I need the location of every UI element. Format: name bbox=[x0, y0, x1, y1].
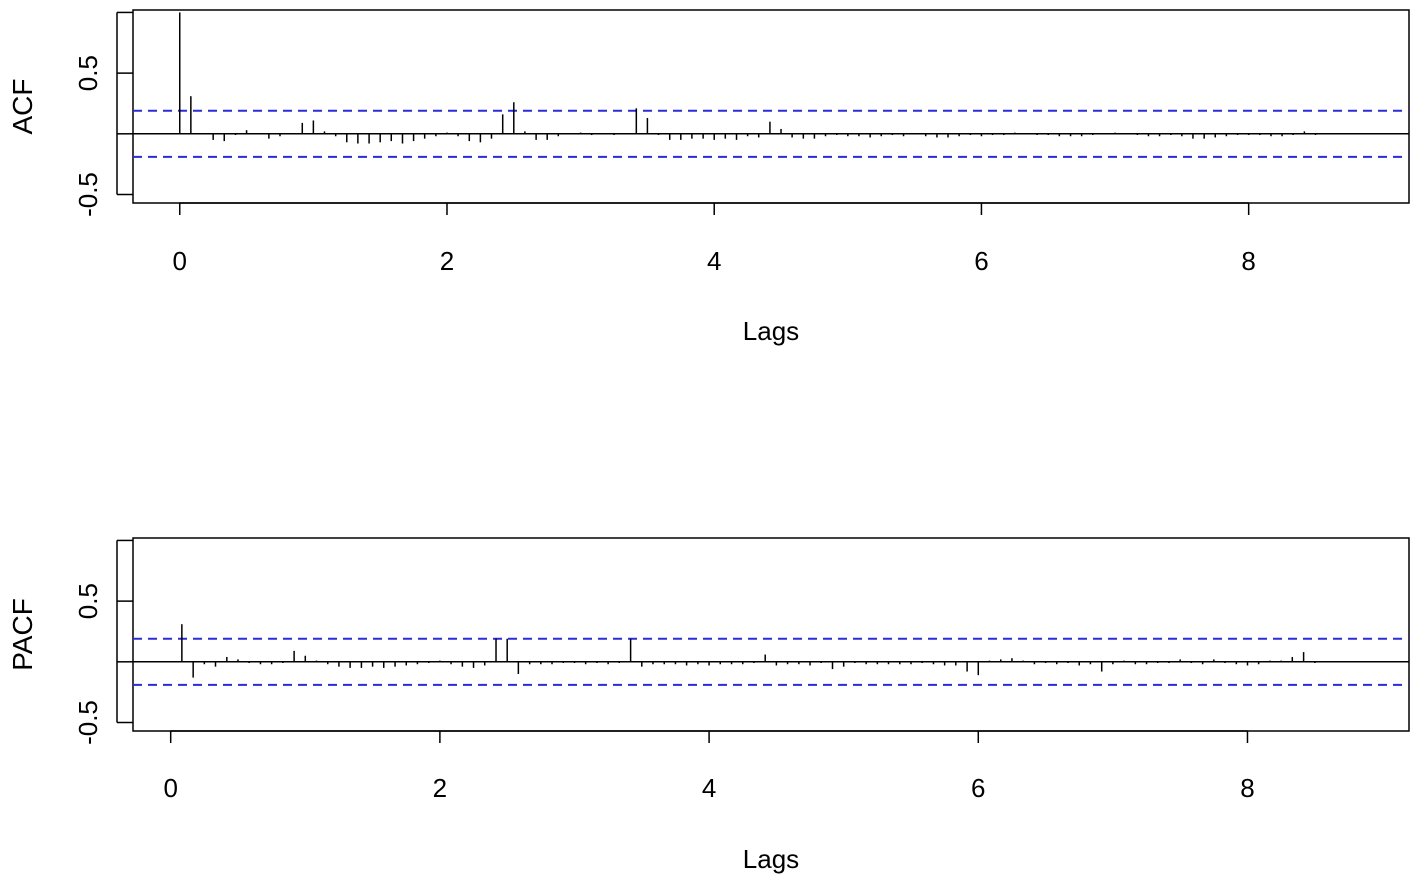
pacf-panel: -0.5 0.5 0 2 4 6 8 Lags PACF bbox=[7, 537, 1410, 874]
pacf-x-tick-label: 4 bbox=[702, 773, 716, 803]
acf-x-tick-label: 6 bbox=[974, 246, 988, 276]
acf-x-axis-label: Lags bbox=[743, 316, 799, 346]
pacf-x-tick-label: 2 bbox=[433, 773, 447, 803]
acf-x-tick-label: 8 bbox=[1241, 246, 1255, 276]
pacf-x-axis-label: Lags bbox=[743, 844, 799, 874]
acf-y-tick-label: -0.5 bbox=[73, 172, 103, 217]
acf-x-tick-label: 2 bbox=[440, 246, 454, 276]
pacf-x-tick-label: 0 bbox=[163, 773, 177, 803]
pacf-y-tick-label: 0.5 bbox=[73, 583, 103, 619]
acf-x-tick-label: 0 bbox=[173, 246, 187, 276]
pacf-x-tick-label: 8 bbox=[1240, 773, 1254, 803]
acf-y-axis-label: ACF bbox=[7, 79, 38, 135]
acf-x-tick-label: 4 bbox=[707, 246, 721, 276]
acf-y-tick-label: 0.5 bbox=[73, 55, 103, 91]
pacf-y-tick-label: -0.5 bbox=[73, 700, 103, 745]
pacf-y-axis-label: PACF bbox=[7, 598, 38, 671]
pacf-x-tick-label: 6 bbox=[971, 773, 985, 803]
acf-plot-frame bbox=[132, 9, 1410, 204]
pacf-plot-frame bbox=[132, 537, 1410, 732]
acf-panel: -0.5 0.5 0 2 4 6 8 Lags ACF bbox=[7, 9, 1410, 346]
